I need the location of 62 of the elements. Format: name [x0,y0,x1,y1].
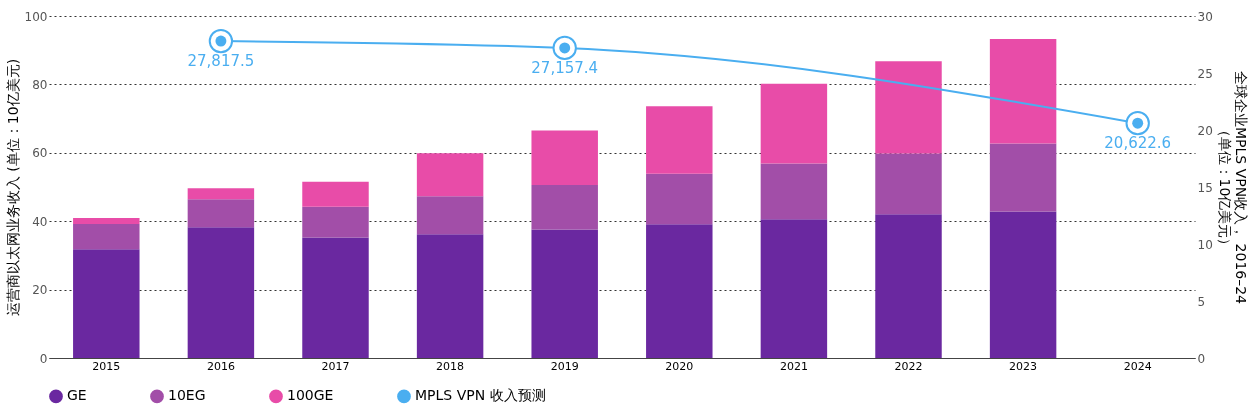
y2-tick-label: 15 [1197,180,1213,195]
annotation: 20,622.6 [1104,134,1172,153]
x-tick-label: 2015 [92,359,121,373]
bar [646,106,713,174]
bar [531,184,598,230]
legend-label: MPLS VPN 收入预测 [415,387,546,404]
x-tick-label: 2020 [665,359,694,373]
bar [989,38,1057,144]
x-tick-label: 2022 [894,359,923,373]
point [552,35,577,61]
bar [73,249,140,358]
bar [760,163,828,220]
x-tick-label: 2024 [1123,359,1152,373]
bar [760,219,828,358]
bar [416,234,484,358]
x-tick-label: 2016 [206,359,235,373]
y2-tick-label: 30 [1197,9,1213,24]
x-tick-label: 2018 [436,359,465,373]
y-tick-label: 80 [32,77,48,92]
bar [73,218,140,224]
point [208,28,234,54]
y2-tick-label: 25 [1197,66,1213,81]
bar [875,214,942,358]
bar [187,188,255,200]
x-tick-label: 2021 [779,359,808,373]
bar [187,227,255,358]
bar [760,83,828,164]
x-tick-label: 2017 [321,359,350,373]
bar [875,61,942,154]
bar [302,237,369,358]
x-tick-label: 2019 [550,359,579,373]
bar [989,143,1057,212]
x-tick-label: 2023 [1009,359,1038,373]
y-tick-label: 0 [39,351,48,366]
bar [416,153,484,197]
y-tick-label: 100 [24,9,48,24]
y2-tick-label: 5 [1197,294,1206,309]
y-axis-title: 运营商以太网业务收入 (单位：10亿美元) [4,58,21,317]
bar [531,130,598,185]
bar [302,181,369,207]
bar [531,229,598,358]
y2-axis-title: 全球企业MPLS VPN收入， 2016–24 （单位：10亿美元） [1216,70,1249,305]
y2-tick-label: 10 [1197,237,1213,252]
y2-tick-label: 20 [1197,123,1213,138]
y-tick-label: 40 [32,214,48,229]
y-tick-label: 20 [32,283,48,298]
bar [646,173,713,225]
bar [73,223,140,250]
y2-tick-label: 0 [1197,351,1206,366]
bar [302,206,369,238]
legend-label: GE [67,387,87,404]
y-tick-label: 60 [32,146,48,161]
legend-label: 100GE [287,387,334,404]
legend-label: 10EG [168,387,206,404]
annotation: 27,817.5 [187,52,255,71]
point [1125,111,1150,136]
annotation: 27,157.4 [531,58,599,77]
bar [416,196,484,235]
bar [187,199,255,228]
bar [875,153,942,215]
bar [646,224,713,358]
bar [989,211,1057,358]
